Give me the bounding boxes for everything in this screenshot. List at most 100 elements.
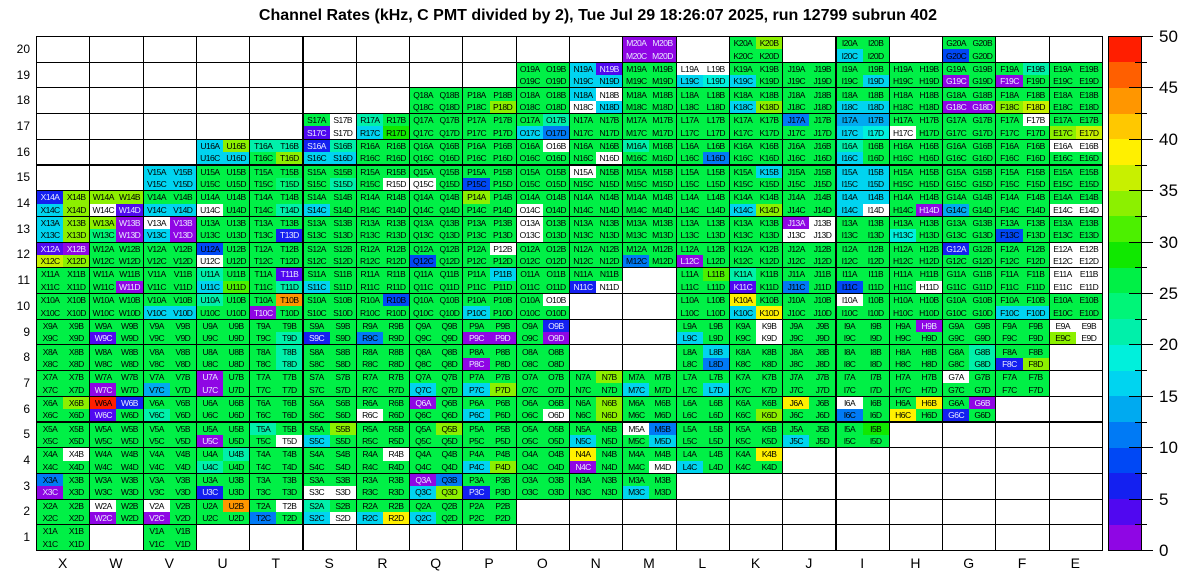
grid-cell: V9A V9B V9C V9D bbox=[142, 318, 197, 346]
colorbar-band bbox=[1108, 524, 1141, 551]
cell-quadrants: J8A J8B J8C J8D bbox=[783, 345, 836, 371]
cell-quadrant: F13B bbox=[1022, 216, 1049, 230]
cell-quadrant: O8B bbox=[542, 345, 569, 358]
cell-quadrants: P16A P16B P16C P16D bbox=[463, 139, 516, 165]
cell-quadrant: Q2B bbox=[436, 499, 463, 512]
cell-quadrant: X14A bbox=[37, 191, 64, 204]
colorbar-tick-label: 5 bbox=[1159, 489, 1169, 509]
cell-quadrant: V3A bbox=[143, 473, 170, 487]
cell-quadrant: H10A bbox=[889, 294, 916, 307]
cell-quadrants: M17A M17B M17C M17D bbox=[623, 114, 676, 139]
cell-quadrant: U10C bbox=[196, 306, 224, 319]
grid-cell: X12A X12B X12C X12D bbox=[36, 241, 91, 269]
grid-cell: H11A H11B H11C H11D bbox=[888, 267, 944, 294]
cell-quadrant: U10D bbox=[223, 306, 250, 319]
cell-quadrant: S12B bbox=[329, 242, 356, 255]
cell-quadrants: S5A S5B S5C S5D bbox=[303, 422, 356, 448]
cell-quadrant: E16A bbox=[1049, 139, 1076, 153]
grid-cell: W7A W7B W7C W7D bbox=[89, 370, 144, 397]
grid-cell: W12A W12B W12C W12D bbox=[89, 241, 144, 269]
cell-quadrant: R10B bbox=[382, 294, 410, 307]
cell-quadrant: V12D bbox=[169, 254, 196, 268]
colorbar-tick-label: 50 bbox=[1159, 27, 1178, 46]
cell-quadrants: P4A P4B P4C P4D bbox=[463, 448, 516, 473]
cell-quadrant: M18C bbox=[623, 100, 650, 114]
x-axis-label: I bbox=[860, 555, 865, 571]
cell-quadrant: E14D bbox=[1075, 203, 1102, 216]
grid-cell: V6A V6B V6C V6D bbox=[142, 395, 197, 423]
cell-quadrant: W13A bbox=[90, 216, 117, 230]
cell-quadrant: X2D bbox=[63, 511, 90, 525]
cell-quadrant: I14B bbox=[862, 191, 889, 204]
cell-quadrant: R16B bbox=[382, 139, 410, 153]
cell-quadrant: S5A bbox=[303, 422, 330, 435]
cell-quadrant: Q16D bbox=[436, 152, 463, 165]
cell-quadrant: G20A bbox=[943, 37, 970, 50]
cell-quadrant: R14B bbox=[382, 191, 410, 204]
cell-quadrant: N5B bbox=[596, 422, 623, 435]
cell-quadrant: J15C bbox=[783, 177, 810, 191]
grid-cell: I17A I17B I17C I17D bbox=[835, 113, 890, 140]
cell-quadrants: E14A E14B E14C E14D bbox=[1049, 191, 1102, 216]
cell-quadrant: R16C bbox=[356, 152, 383, 165]
cell-quadrant: I13B bbox=[862, 216, 889, 230]
cell-quadrants: S9A S9B S9C S9D bbox=[303, 319, 356, 345]
cell-quadrant: I15C bbox=[836, 177, 863, 191]
cell-quadrant: V7B bbox=[169, 371, 196, 384]
cell-quadrants: S11A S11B S11C S11D bbox=[303, 268, 356, 293]
cell-quadrants: F11A F11B F11C F11D bbox=[996, 268, 1049, 293]
grid-cell: G6A G6B G6C G6D bbox=[942, 395, 997, 423]
colorbar-tick bbox=[1135, 215, 1147, 217]
cell-quadrant: N17C bbox=[570, 126, 597, 139]
cell-quadrant: W6A bbox=[90, 396, 117, 410]
cell-quadrants: I18A I18B I18C I18D bbox=[836, 88, 889, 114]
cell-quadrant: H17B bbox=[915, 114, 943, 127]
cell-quadrant: H15D bbox=[915, 177, 943, 191]
cell-quadrants: P9A P9B P9C P9D bbox=[463, 319, 516, 345]
cell-quadrant: H17D bbox=[915, 126, 943, 139]
grid-cell: U3A U3B U3C U3D bbox=[195, 472, 251, 500]
cell-quadrant: O8A bbox=[516, 345, 543, 358]
cell-quadrant: E9C bbox=[1049, 332, 1076, 345]
cell-quadrants: V14A V14B V14C V14D bbox=[143, 191, 196, 216]
cell-quadrant: T11B bbox=[276, 268, 303, 281]
cell-quadrant: X4C bbox=[37, 460, 64, 473]
cell-quadrants: R7A R7B R7C R7D bbox=[356, 371, 410, 396]
grid-cell: G8A G8B G8C G8D bbox=[942, 344, 997, 372]
cell-quadrants: H16A H16B H16C H16D bbox=[889, 139, 943, 165]
cell-quadrant: E10C bbox=[1049, 306, 1076, 319]
cell-quadrant: W6C bbox=[90, 409, 117, 422]
cell-quadrant: X6B bbox=[63, 396, 90, 410]
cell-quadrant: X5A bbox=[37, 422, 64, 435]
grid-cell: R4A R4B R4C R4D bbox=[355, 447, 411, 474]
cell-quadrant: N11A bbox=[570, 268, 597, 281]
cell-quadrant: R11A bbox=[356, 268, 383, 281]
grid-cell: H12A H12B H12C H12D bbox=[888, 241, 944, 269]
cell-quadrant: P3A bbox=[463, 473, 490, 487]
cell-quadrant: P14B bbox=[489, 191, 516, 204]
cell-quadrant: V10B bbox=[169, 294, 196, 307]
cell-quadrant: H13C bbox=[889, 229, 916, 242]
cell-quadrant: R12B bbox=[382, 242, 410, 255]
grid-cell: M17A M17B M17C M17D bbox=[622, 113, 677, 140]
cell-quadrant: L14C bbox=[676, 203, 703, 216]
cell-quadrant: S14B bbox=[329, 191, 356, 204]
cell-quadrants: L19A L19B L19C L19D bbox=[676, 62, 729, 88]
cell-quadrant: G9A bbox=[943, 319, 970, 333]
cell-quadrant: R6B bbox=[382, 396, 410, 410]
cell-quadrant: L7A bbox=[676, 371, 703, 384]
cell-quadrant: T6A bbox=[250, 396, 277, 410]
cell-quadrants: J19A J19B J19C J19D bbox=[783, 62, 836, 88]
cell-quadrants: R9A R9B R9C R9D bbox=[356, 319, 410, 345]
cell-quadrants: V15A V15B V15C V15D bbox=[143, 165, 196, 191]
cell-quadrant: I6A bbox=[836, 396, 863, 410]
cell-quadrant: G14C bbox=[943, 203, 970, 216]
cell-quadrant: I9B bbox=[862, 319, 889, 333]
cell-quadrant: S12C bbox=[303, 254, 330, 268]
cell-quadrant: O10B bbox=[542, 294, 569, 307]
cell-quadrant: N14C bbox=[570, 203, 597, 216]
grid-cell: O11A O11B O11C O11D bbox=[515, 267, 570, 294]
cell-quadrant: P11B bbox=[489, 268, 516, 281]
cell-quadrant: S8A bbox=[303, 345, 330, 358]
grid-cell: H17A H17B H17C H17D bbox=[888, 113, 944, 140]
